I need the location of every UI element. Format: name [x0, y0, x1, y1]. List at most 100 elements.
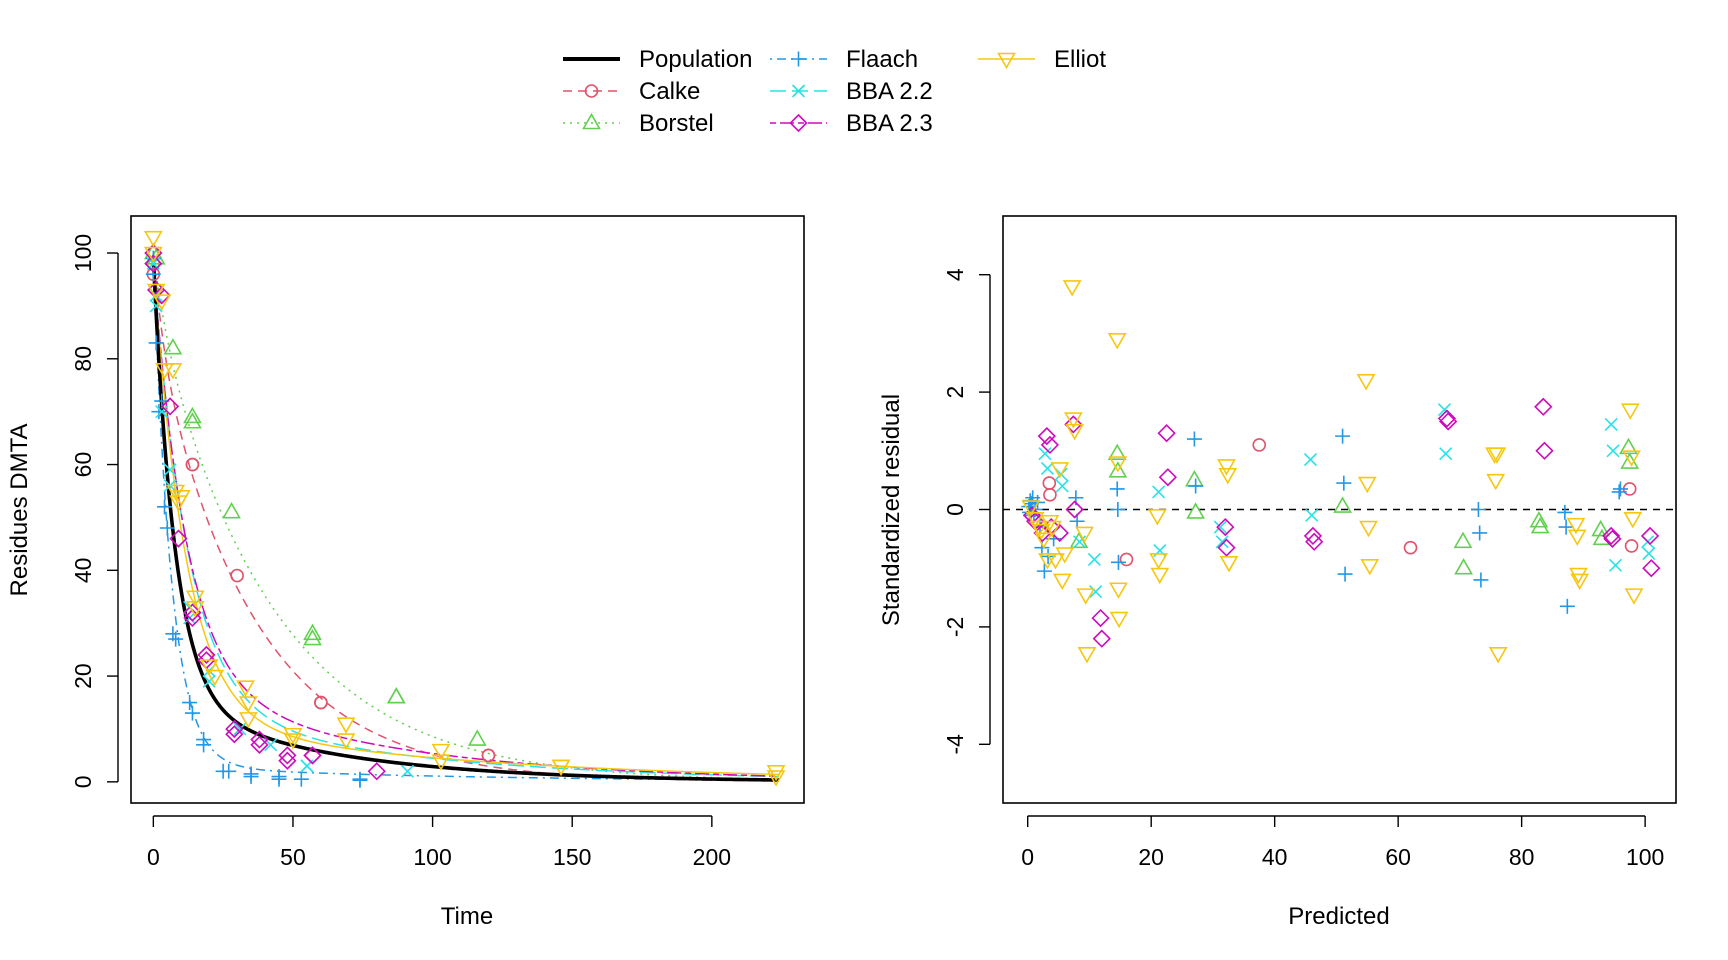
point-flaach: [1110, 502, 1126, 517]
fit-curve-flaach: [152, 252, 779, 781]
point-bba-2-3: [1091, 608, 1110, 628]
point-bba-2-3: [1303, 526, 1323, 546]
point-borstel: [183, 406, 202, 424]
legend-marker-flaach: [791, 51, 806, 67]
point-borstel: [1454, 558, 1473, 575]
point-elliot: [185, 601, 205, 618]
point-flaach: [1337, 566, 1353, 582]
point-elliot: [1109, 582, 1128, 599]
legend-item-flaach: Flaach: [770, 46, 918, 73]
point-bba-2-3: [1050, 523, 1069, 543]
point-bba-2-3: [1640, 526, 1660, 546]
legend-label-population: Population: [639, 46, 752, 73]
point-bba-2-3: [160, 397, 180, 416]
point-elliot: [551, 759, 571, 777]
point-elliot: [1046, 553, 1065, 570]
point-flaach: [1109, 481, 1125, 497]
point-borstel: [1333, 496, 1352, 513]
point-bba-2-3: [1535, 441, 1554, 460]
point-elliot: [143, 230, 163, 248]
point-bba-2-2: [233, 722, 247, 736]
point-elliot: [1566, 517, 1586, 535]
point-bba-2-2: [1153, 544, 1167, 558]
point-bba-2-3: [367, 762, 386, 781]
point-bba-2-3: [1158, 468, 1177, 487]
point-calke: [1252, 438, 1267, 452]
point-bba-2-2: [1604, 417, 1618, 431]
point-bba-2-3: [1217, 538, 1236, 557]
point-elliot: [236, 680, 255, 697]
point-calke: [1624, 539, 1639, 553]
point-elliot: [1359, 520, 1378, 538]
time-series-panel: 0 50 100 150 200 0 20 40 60 80 100 Time Residues …: [6, 215, 805, 930]
point-borstel: [1108, 461, 1128, 478]
point-elliot: [1620, 403, 1640, 420]
point-elliot: [146, 283, 166, 301]
point-elliot: [1147, 509, 1167, 526]
legend-label-borstel: Borstel: [639, 110, 714, 137]
y-tick-label: 0: [70, 775, 96, 788]
point-elliot: [1108, 456, 1128, 473]
point-elliot: [1360, 558, 1380, 576]
point-flaach: [293, 771, 309, 787]
point-bba-2-3: [225, 725, 244, 744]
point-elliot: [1570, 573, 1590, 591]
point-flaach: [1110, 554, 1126, 570]
point-bba-2-2: [202, 674, 216, 688]
point-borstel: [1530, 516, 1550, 534]
point-elliot: [1150, 567, 1170, 585]
point-elliot: [1486, 473, 1506, 491]
fit-curve-population: [151, 258, 779, 782]
point-elliot: [199, 659, 219, 676]
point-flaach: [1186, 431, 1202, 447]
series-elliot: [1021, 280, 1644, 664]
point-bba-2-3: [144, 254, 163, 273]
y-axis: 0 20 40 60 80 100: [70, 234, 119, 788]
y-axis-title: Standardized residual: [878, 394, 905, 626]
x-tick-label: 20: [1138, 844, 1164, 870]
point-elliot: [1055, 547, 1075, 564]
point-flaach: [1335, 428, 1351, 444]
point-elliot: [1031, 523, 1051, 541]
x-axis: 0 50 100 150 200: [147, 815, 731, 870]
point-borstel: [386, 687, 406, 704]
point-bba-2-2: [1642, 546, 1656, 561]
point-bba-2-3: [303, 746, 322, 765]
point-elliot: [1043, 520, 1062, 538]
point-bba-2-3: [152, 286, 171, 305]
x-tick-label: 200: [693, 844, 731, 870]
point-elliot: [1357, 476, 1377, 494]
point-bba-2-3: [1216, 517, 1235, 537]
series-bba-2-3: [144, 243, 386, 781]
point-elliot: [1050, 462, 1070, 479]
point-elliot: [283, 727, 303, 745]
point-bba-2-2: [155, 405, 169, 419]
point-elliot: [1567, 529, 1587, 547]
point-bba-2-3: [1437, 409, 1457, 428]
point-elliot: [1624, 588, 1644, 605]
x-axis: 0 20 40 60 80 100: [1021, 815, 1664, 870]
point-elliot: [1062, 280, 1082, 297]
point-elliot: [1488, 647, 1508, 664]
point-elliot: [185, 590, 205, 607]
point-flaach: [145, 266, 161, 282]
legend-label-calke: Calke: [639, 78, 700, 105]
point-bba-2-2: [400, 764, 415, 778]
point-bba-2-2: [1087, 552, 1101, 566]
point-elliot: [238, 696, 258, 713]
point-bba-2-2: [1439, 447, 1453, 461]
point-bba-2-3: [1439, 412, 1458, 431]
point-elliot: [1021, 500, 1041, 517]
fit-curve-bba-2-3: [152, 263, 779, 777]
y-axis: -4 -2 0 2 4: [942, 268, 991, 755]
point-elliot: [336, 733, 356, 750]
point-elliot: [1077, 647, 1097, 664]
legend-marker-bba-2-3: [789, 113, 808, 133]
point-elliot: [1052, 573, 1072, 591]
point-borstel: [1453, 531, 1473, 549]
y-tick-label: 0: [942, 503, 968, 516]
point-elliot: [238, 712, 258, 729]
point-elliot: [163, 363, 183, 380]
point-calke: [481, 748, 496, 763]
point-borstel: [1619, 437, 1638, 455]
